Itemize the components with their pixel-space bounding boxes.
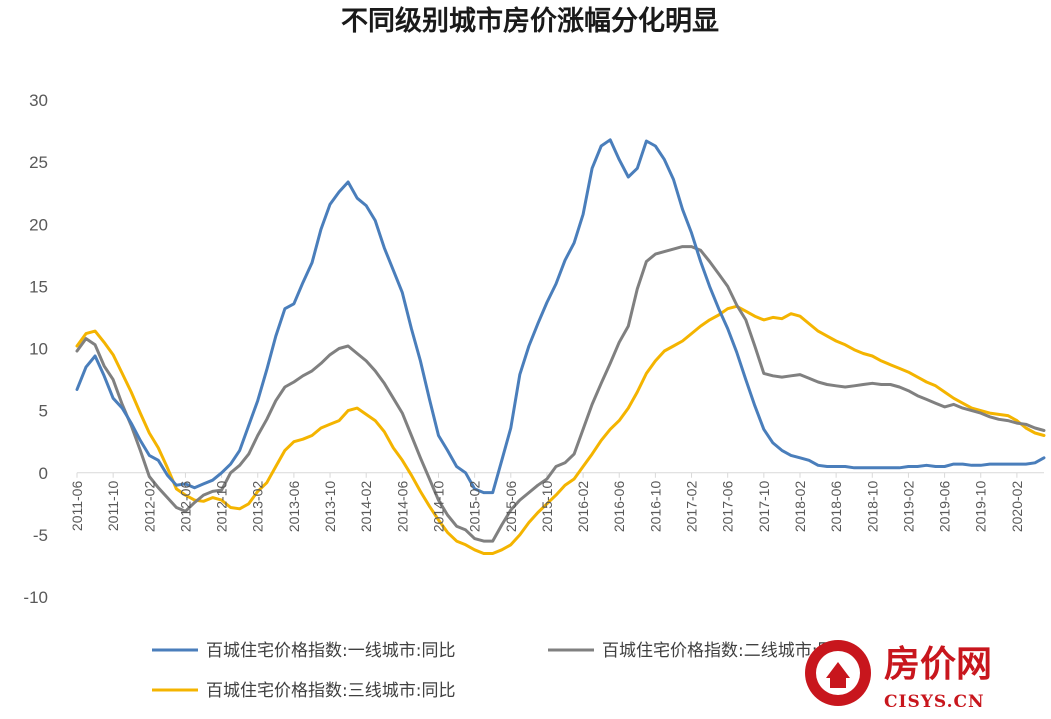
legend-item-tier3: 百城住宅价格指数:三线城市:同比 (152, 681, 455, 701)
x-tick-label: 2017-02 (684, 481, 700, 533)
x-tick-label: 2011-10 (105, 481, 121, 532)
y-tick-label: 10 (29, 340, 48, 359)
x-tick-label: 2015-10 (539, 481, 555, 533)
watermark-house-roof-icon (826, 662, 850, 688)
x-tick-label: 2014-10 (430, 481, 446, 533)
x-tick-label: 2014-06 (394, 481, 410, 533)
legend-label-tier2: 百城住宅价格指数:二线城市:同比 (602, 641, 851, 661)
x-axis: 2011-06 2011-10 2012-02 2012-06 2012-10 2013-… (69, 481, 1025, 533)
x-tick-label: 2016-06 (611, 481, 627, 533)
x-tick-label: 2019-10 (973, 481, 989, 533)
x-tick-label: 2015-02 (467, 481, 483, 533)
y-tick-label: -5 (33, 526, 48, 545)
watermark-logo: 房价网 CISYS.CN (805, 640, 992, 712)
x-tick-label: 2018-06 (828, 481, 844, 533)
legend: 百城住宅价格指数:一线城市:同比 百城住宅价格指数:二线城市:同比 百城住宅价格… (152, 641, 851, 701)
x-tick-label: 2016-10 (647, 481, 663, 533)
x-tick-label: 2012-02 (141, 481, 157, 533)
x-tick-label: 2018-10 (864, 481, 880, 533)
legend-label-tier1: 百城住宅价格指数:一线城市:同比 (206, 641, 455, 661)
x-tick-label: 2014-02 (358, 481, 374, 533)
series-line-tier2 (75, 245, 1046, 543)
x-tick-label: 2013-10 (322, 481, 338, 533)
x-tick-label: 2019-06 (937, 481, 953, 533)
x-tick-label: 2020-02 (1009, 481, 1025, 533)
series-line-tier1 (75, 138, 1046, 495)
watermark-text: 房价网 (884, 644, 992, 685)
x-tick-label: 2013-06 (286, 481, 302, 533)
y-tick-label: 5 (39, 402, 48, 421)
chart-title: 不同级别城市房价涨幅分化明显 (341, 5, 719, 37)
x-tick-label: 2015-06 (503, 481, 519, 533)
x-tick-label: 2016-02 (575, 481, 591, 533)
x-tick-label: 2011-06 (69, 481, 85, 532)
x-tick-label: 2017-06 (720, 481, 736, 533)
y-tick-label: 15 (29, 277, 48, 296)
x-tick-label: 2018-02 (792, 481, 808, 533)
x-tick-label: 2017-10 (756, 481, 772, 533)
y-tick-label: 20 (29, 215, 48, 234)
y-tick-label: 25 (29, 153, 48, 172)
y-tick-label: 0 (39, 464, 48, 483)
legend-item-tier1: 百城住宅价格指数:一线城市:同比 (152, 641, 455, 661)
x-tick-label: 2013-02 (250, 481, 266, 533)
series-line-tier3 (75, 304, 1046, 555)
x-tick-label: 2012-06 (177, 481, 193, 533)
x-tick-label: 2019-02 (900, 481, 916, 533)
x-tick-label: 2012-10 (214, 481, 230, 533)
y-tick-label: 30 (29, 91, 48, 110)
watermark-subtext: CISYS.CN (884, 692, 985, 712)
plot-area (75, 138, 1046, 555)
legend-item-tier2: 百城住宅价格指数:二线城市:同比 (548, 641, 851, 661)
y-axis: 30 25 20 15 10 5 0 -5 -10 (23, 91, 48, 607)
y-tick-label: -10 (23, 588, 48, 607)
legend-label-tier3: 百城住宅价格指数:三线城市:同比 (206, 681, 455, 701)
